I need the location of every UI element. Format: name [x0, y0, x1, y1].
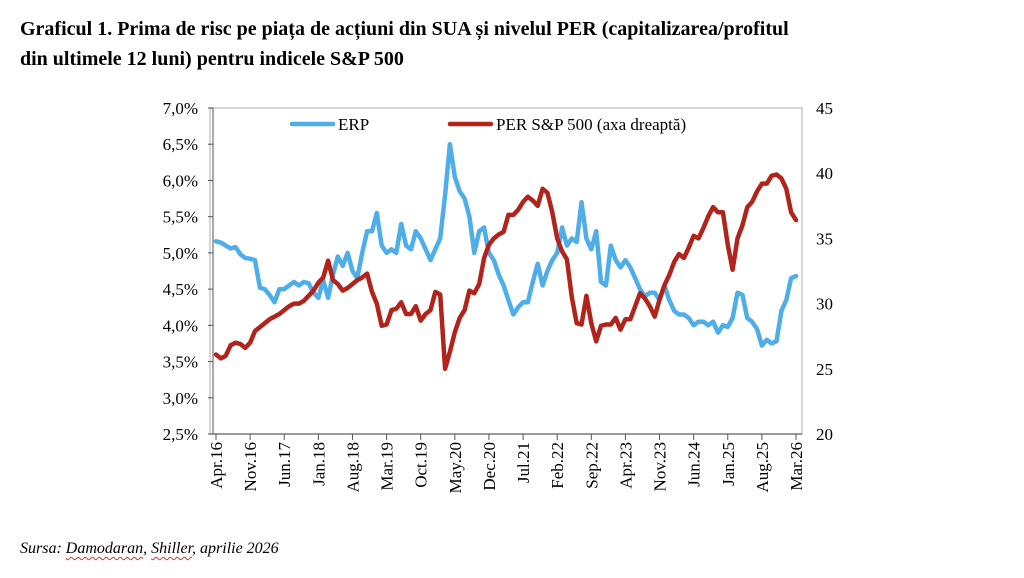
y-left-tick-label: 3,0% — [163, 389, 198, 408]
y-left-tick-label: 6,0% — [163, 171, 198, 190]
y-left-tick-label: 7,0% — [163, 99, 198, 118]
y-right-tick-label: 25 — [816, 360, 833, 379]
y-right-tick-label: 45 — [816, 99, 833, 118]
x-tick-label: Jul.21 — [514, 442, 533, 483]
x-tick-label: Apr.16 — [207, 442, 226, 489]
x-tick-label: Mar.26 — [787, 442, 806, 491]
y-left-tick-label: 4,5% — [163, 280, 198, 299]
legend-label-erp: ERP — [338, 115, 369, 134]
x-tick-label: Nov.23 — [651, 442, 670, 491]
per-line — [213, 172, 799, 372]
chart-title: Graficul 1. Prima de risc pe piața de ac… — [20, 14, 1010, 74]
x-tick-label: Aug.25 — [753, 442, 772, 493]
x-tick-label: Jan.18 — [309, 442, 328, 486]
x-tick-label: Aug.18 — [343, 442, 362, 493]
y-left-tick-label: 3,5% — [163, 353, 198, 372]
x-tick-label: Apr.23 — [616, 442, 635, 489]
plot-frame — [209, 107, 803, 435]
source-prefix: Sursa: — [20, 540, 66, 557]
x-tick-label: May.20 — [446, 442, 465, 493]
legend-label-per: PER S&P 500 (axa dreaptă) — [496, 115, 686, 134]
y-left-tick-label: 4,0% — [163, 316, 198, 335]
y-right-tick-label: 20 — [816, 425, 833, 444]
source-suffix: , aprilie 2026 — [192, 540, 279, 557]
x-tick-label: Jan.25 — [719, 442, 738, 486]
chart-title-line1: Graficul 1. Prima de risc pe piața de ac… — [20, 18, 789, 40]
source-shiller: Shiller — [151, 540, 193, 557]
y-right-tick-label: 35 — [816, 229, 833, 248]
y-left-tick-label: 5,0% — [163, 244, 198, 263]
erp-line — [213, 141, 799, 348]
x-tick-label: Dec.20 — [480, 442, 499, 491]
x-tick-label: Jun.17 — [275, 442, 294, 487]
x-tick-label: Oct.19 — [412, 442, 431, 488]
x-tick-label: Nov.16 — [241, 442, 260, 491]
y-left-tick-label: 2,5% — [163, 425, 198, 444]
x-tick-label: Jun.24 — [685, 442, 704, 487]
x-tick-label: Sep.22 — [582, 442, 601, 489]
source-note: Sursa: Damodaran, Shiller, aprilie 2026 — [20, 540, 279, 558]
x-tick-label: Feb.22 — [548, 442, 567, 489]
y-left-tick-label: 6,5% — [163, 135, 198, 154]
chart-title-line2: din ultimele 12 luni) pentru indicele S&… — [20, 48, 404, 70]
y-right-tick-label: 40 — [816, 164, 833, 183]
y-right-tick-label: 30 — [816, 295, 833, 314]
x-tick-label: Mar.19 — [378, 442, 397, 491]
y-left-tick-label: 5,5% — [163, 208, 198, 227]
source-damodaran: Damodaran — [65, 540, 144, 557]
source-sep: , — [143, 540, 152, 557]
